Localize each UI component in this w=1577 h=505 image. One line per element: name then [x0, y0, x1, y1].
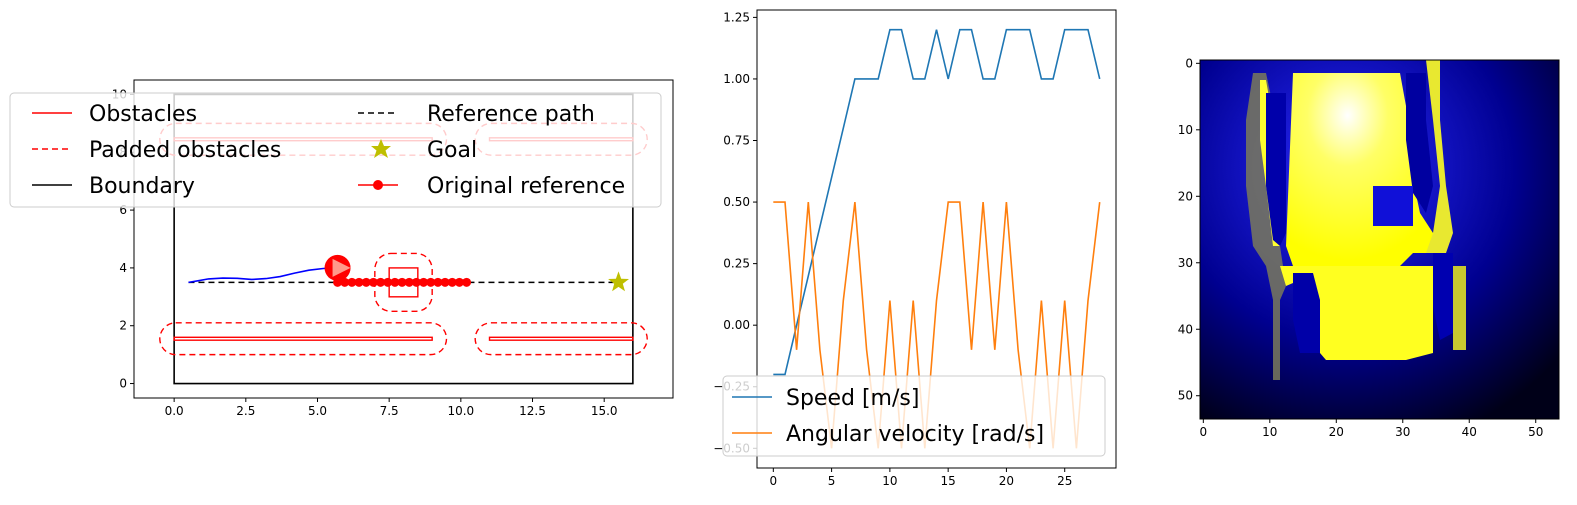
original-reference-point — [397, 277, 407, 287]
y-tick-label: 0.75 — [723, 134, 750, 148]
x-tick-label: 50 — [1528, 425, 1543, 439]
legend-label: Boundary — [89, 174, 195, 199]
padded-obstacle-1 — [474, 322, 648, 356]
x-tick-label: 2.5 — [236, 404, 255, 418]
legend-label: Reference path — [427, 102, 595, 127]
goal-marker — [608, 271, 629, 292]
x-tick-label: 5 — [828, 474, 836, 488]
series-line-speed — [773, 28, 1101, 376]
x-tick-label: 7.5 — [380, 404, 399, 418]
x-tick-label: 40 — [1462, 425, 1477, 439]
x-tick-label: 0 — [769, 474, 777, 488]
original-reference-point — [390, 277, 400, 287]
heatmap-axes-frame — [1199, 59, 1560, 420]
velocity-legend: Speed [m/s] Angular velocity [rad/s] — [722, 375, 1106, 457]
y-tick-label: 30 — [1178, 256, 1193, 270]
x-tick-label: 12.5 — [519, 404, 546, 418]
y-tick-label: 2 — [119, 319, 127, 333]
obstacle-1 — [488, 336, 634, 341]
x-tick-label: 15 — [941, 474, 956, 488]
y-tick-label: 50 — [1178, 389, 1193, 403]
y-tick-label: 1.25 — [723, 10, 750, 24]
heatmap-hole-right — [1406, 73, 1433, 213]
map-legend: Obstacles Padded obstacles Boundary Refe… — [9, 92, 662, 208]
y-tick-label: 0.00 — [723, 318, 750, 332]
x-tick-label: 20 — [1329, 425, 1344, 439]
legend-label: Angular velocity [rad/s] — [786, 422, 1044, 447]
original-reference-point — [347, 277, 357, 287]
x-tick-label: 25 — [1057, 474, 1072, 488]
legend-item-reference-path: Reference path — [358, 102, 595, 127]
original-reference-point — [411, 277, 421, 287]
original-reference-point — [433, 277, 443, 287]
y-tick-label: 6 — [119, 203, 127, 217]
x-tick-label: 5.0 — [308, 404, 327, 418]
velocity-legend-box — [722, 375, 1106, 457]
heatmap-cells — [1246, 60, 1466, 380]
legend-label: Original reference — [427, 174, 625, 199]
heatmap-right-strip — [1426, 60, 1453, 253]
original-reference-point — [419, 277, 429, 287]
x-tick-label: 20 — [999, 474, 1014, 488]
legend-item-original-reference: Original reference — [358, 174, 625, 199]
y-tick-label: 4 — [119, 261, 127, 275]
original-reference-point — [447, 277, 457, 287]
legend-item-obstacles: Obstacles — [32, 102, 197, 127]
y-tick-label: 20 — [1178, 189, 1193, 203]
original-reference-point — [404, 277, 414, 287]
x-tick-label: 10.0 — [447, 404, 474, 418]
x-tick-label: 15.0 — [591, 404, 618, 418]
original-reference-point — [340, 277, 350, 287]
legend-label: Goal — [427, 138, 477, 163]
heatmap-obstacle-box — [1373, 186, 1413, 226]
x-tick-label: 0.0 — [165, 404, 184, 418]
legend-label: Speed [m/s] — [786, 386, 919, 411]
heatmap-free-space-lower — [1280, 266, 1446, 360]
x-tick-label: 0 — [1200, 425, 1208, 439]
heatmap-hole-lower-left — [1293, 273, 1320, 353]
heatmap-panel: 0 10 20 30 40 50 0 10 20 30 40 50 — [1178, 56, 1560, 439]
y-tick-label: 0.25 — [723, 257, 750, 271]
legend-swatch-original-marker — [373, 180, 383, 190]
y-tick-label: 0 — [1185, 56, 1193, 70]
map-legend-box — [9, 92, 662, 208]
legend-swatch-goal — [371, 139, 391, 158]
heatmap-ticks: 0 10 20 30 40 50 0 10 20 30 40 50 — [1178, 56, 1544, 439]
y-tick-label: 40 — [1178, 322, 1193, 336]
original-reference-point — [368, 277, 378, 287]
x-tick-label: 10 — [882, 474, 897, 488]
robot-heading — [332, 258, 351, 277]
y-tick-label: 0 — [119, 377, 127, 391]
original-reference-point — [426, 277, 436, 287]
original-reference-point — [354, 277, 364, 287]
x-tick-label: 30 — [1395, 425, 1410, 439]
legend-item-goal: Goal — [371, 138, 477, 163]
heatmap-hole-lower-right — [1433, 253, 1453, 340]
trajectory-line — [188, 267, 335, 284]
original-reference-point — [462, 277, 472, 287]
legend-item-boundary: Boundary — [32, 174, 195, 199]
obstacle-0 — [173, 336, 433, 341]
original-reference-point — [361, 277, 371, 287]
legend-label: Obstacles — [89, 102, 197, 127]
y-tick-label: 1.00 — [723, 72, 750, 86]
original-reference-point — [383, 277, 393, 287]
legend-item-padded-obstacles: Padded obstacles — [32, 138, 281, 163]
original-reference-point — [440, 277, 450, 287]
padded-obstacle-0 — [159, 322, 448, 356]
x-tick-label: 10 — [1262, 425, 1277, 439]
heatmap-hole-left — [1266, 93, 1286, 246]
legend-item-speed: Speed [m/s] — [732, 386, 919, 411]
legend-item-angular-velocity: Angular velocity [rad/s] — [732, 422, 1044, 447]
y-tick-label: 10 — [1178, 123, 1193, 137]
legend-label: Padded obstacles — [89, 138, 281, 163]
original-reference-point — [454, 277, 464, 287]
original-reference-point — [376, 277, 386, 287]
y-tick-label: 0.50 — [723, 195, 750, 209]
